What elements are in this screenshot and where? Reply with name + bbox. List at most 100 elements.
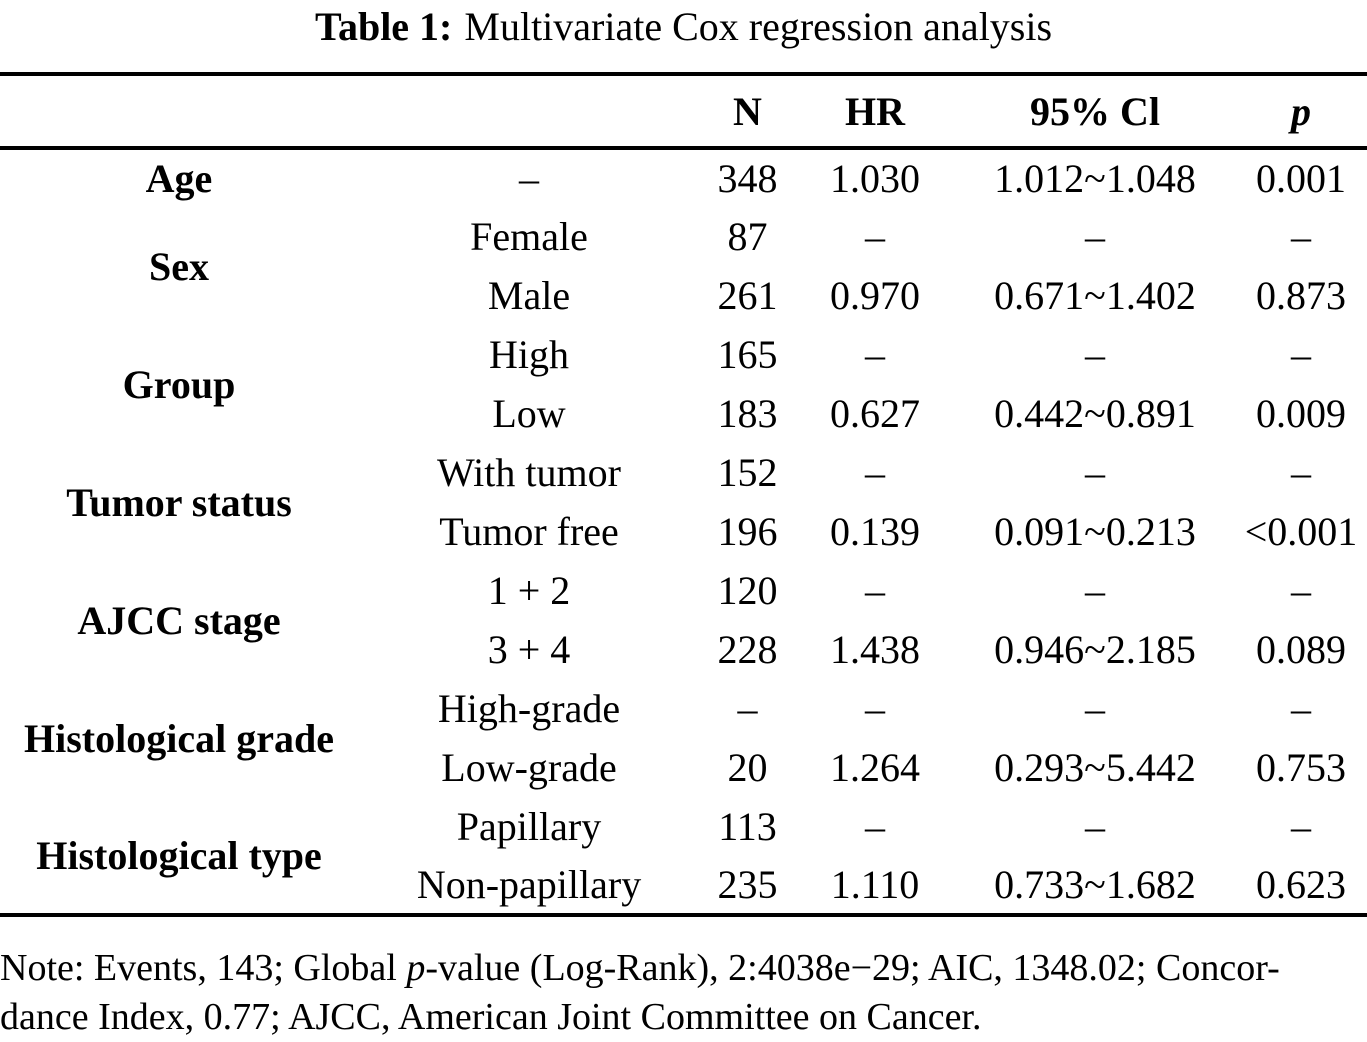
level-cell: Non-papillary — [416, 862, 642, 907]
n-cell: 165 — [717, 332, 778, 377]
p-cell: – — [1291, 804, 1311, 849]
table-title-label: Table 1: — [314, 4, 453, 49]
header-level-blank — [358, 74, 700, 148]
hr-cell: – — [865, 450, 885, 495]
n-cell: 348 — [717, 156, 778, 201]
category-cell: Tumor status — [66, 479, 292, 525]
hr-cell: 1.438 — [830, 627, 920, 672]
p-cell: – — [1291, 450, 1311, 495]
table-title-text: Multivariate Cox regression analysis — [464, 4, 1053, 49]
table-row: Sex Female 87 – – – — [0, 207, 1367, 289]
hr-cell: – — [865, 686, 885, 731]
header-category-blank — [0, 74, 358, 148]
n-cell: 87 — [727, 214, 768, 259]
hr-cell: 0.970 — [830, 273, 920, 318]
ci-cell: 0.442~0.891 — [994, 391, 1196, 436]
ci-cell: – — [1085, 214, 1105, 259]
p-cell: – — [1291, 332, 1311, 377]
hr-cell: 1.030 — [830, 156, 920, 201]
level-cell: Papillary — [456, 804, 602, 849]
p-cell: – — [1291, 686, 1311, 731]
level-cell: 1 + 2 — [487, 568, 571, 613]
p-cell: 0.089 — [1256, 627, 1346, 672]
p-cell: 0.873 — [1256, 273, 1346, 318]
header-ci: 95% Cl — [1030, 88, 1160, 134]
n-cell: 235 — [717, 862, 778, 907]
hr-cell: – — [865, 332, 885, 377]
table-row: Age – 348 1.030 1.012~1.048 0.001 — [0, 148, 1367, 207]
level-cell: High-grade — [437, 686, 621, 731]
category-cell: Sex — [149, 243, 209, 289]
table-row: AJCC stage 1 + 2 120 – – – — [0, 561, 1367, 643]
n-cell: 183 — [717, 391, 778, 436]
p-cell: 0.753 — [1256, 745, 1346, 790]
note-text-prefix: Note: Events, 143; Global — [0, 947, 407, 989]
level-cell: High — [489, 332, 569, 377]
ci-cell: 0.293~5.442 — [994, 745, 1196, 790]
category-cell: Histological grade — [24, 715, 334, 761]
table-note-line-1: Note: Events, 143; Global p-value (Log-R… — [0, 944, 1367, 993]
table-row: Male 261 0.970 0.671~1.402 0.873 — [0, 266, 1367, 325]
cox-regression-table: N HR 95% Cl p Age – 348 1.030 1.012~1.04… — [0, 72, 1367, 917]
level-cell: With tumor — [437, 450, 621, 495]
table-row: Histological grade High-grade – – – – — [0, 679, 1367, 761]
ci-cell: – — [1085, 450, 1105, 495]
category-cell: Age — [145, 156, 213, 201]
ci-cell: 0.733~1.682 — [994, 862, 1196, 907]
table-title: Table 1: Multivariate Cox regression anal… — [0, 0, 1367, 52]
p-cell: – — [1291, 214, 1311, 259]
note-text-suffix: -value (Log-Rank), 2:4038e−29; AIC, 1348… — [425, 947, 1280, 989]
level-cell: Low — [492, 391, 566, 436]
table-row: Histological type Papillary 113 – – – — [0, 797, 1367, 878]
category-cell: Group — [122, 361, 236, 407]
level-cell: 3 + 4 — [487, 627, 571, 672]
n-cell: – — [737, 686, 758, 731]
p-cell: 0.001 — [1256, 156, 1346, 201]
table-header-row: N HR 95% Cl p — [0, 74, 1367, 148]
p-cell: 0.009 — [1256, 391, 1346, 436]
level-cell: Low-grade — [441, 745, 617, 790]
ci-cell: – — [1085, 686, 1105, 731]
category-cell: AJCC stage — [77, 597, 281, 643]
ci-cell: 0.946~2.185 — [994, 627, 1196, 672]
table-note: Note: Events, 143; Global p-value (Log-R… — [0, 944, 1367, 1042]
n-cell: 152 — [717, 450, 778, 495]
p-cell: – — [1291, 568, 1311, 613]
table-row: Tumor free 196 0.139 0.091~0.213 <0.001 — [0, 502, 1367, 561]
table-row: Tumor status With tumor 152 – – – — [0, 443, 1367, 525]
hr-cell: – — [865, 214, 885, 259]
table-note-line-2: dance Index, 0.77; AJCC, American Joint … — [0, 996, 982, 1038]
ci-cell: – — [1085, 568, 1105, 613]
hr-cell: – — [865, 804, 885, 849]
n-cell: 228 — [717, 627, 778, 672]
category-cell: Histological type — [36, 832, 322, 878]
header-n: N — [733, 88, 762, 134]
level-cell: Female — [470, 214, 588, 259]
table-row: 3 + 4 228 1.438 0.946~2.185 0.089 — [0, 620, 1367, 679]
level-cell: – — [519, 156, 539, 201]
p-cell: <0.001 — [1244, 509, 1358, 554]
ci-cell: – — [1085, 804, 1105, 849]
header-p: p — [1291, 88, 1311, 134]
n-cell: 120 — [717, 568, 778, 613]
n-cell: 196 — [717, 509, 778, 554]
hr-cell: – — [865, 568, 885, 613]
note-p-italic: p — [406, 947, 426, 989]
table-row: Low-grade 20 1.264 0.293~5.442 0.753 — [0, 738, 1367, 797]
hr-cell: 0.627 — [830, 391, 920, 436]
ci-cell: 1.012~1.048 — [994, 156, 1196, 201]
n-cell: 113 — [718, 804, 777, 849]
hr-cell: 1.110 — [830, 862, 920, 907]
hr-cell: 0.139 — [830, 509, 920, 554]
hr-cell: 1.264 — [830, 745, 920, 790]
ci-cell: 0.091~0.213 — [994, 509, 1196, 554]
table-row: Non-papillary 235 1.110 0.733~1.682 0.62… — [0, 856, 1367, 915]
ci-cell: 0.671~1.402 — [994, 273, 1196, 318]
level-cell: Male — [487, 273, 571, 318]
p-cell: 0.623 — [1256, 862, 1346, 907]
level-cell: Tumor free — [439, 509, 619, 554]
n-cell: 261 — [717, 273, 778, 318]
table-row: Low 183 0.627 0.442~0.891 0.009 — [0, 384, 1367, 443]
table-row: Group High 165 – – – — [0, 325, 1367, 407]
